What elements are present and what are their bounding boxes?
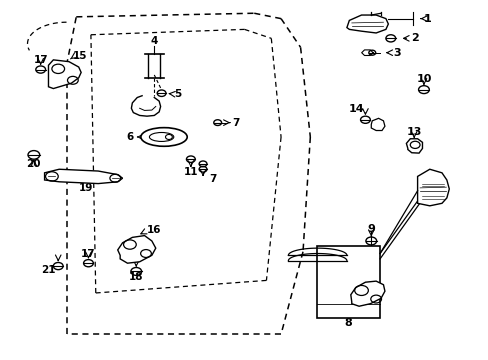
Text: 10: 10 [415,74,431,84]
Text: 21: 21 [41,265,56,275]
Text: 9: 9 [366,225,374,234]
Bar [316,246,379,318]
Text: 18: 18 [129,272,143,282]
Text: 16: 16 [147,225,161,235]
Text: 12: 12 [360,307,376,316]
Text: 14: 14 [348,104,364,114]
Polygon shape [350,281,384,306]
Text: 7: 7 [209,174,216,184]
Text: 17: 17 [33,55,48,65]
Text: 4: 4 [150,36,158,46]
Text: 5: 5 [174,89,181,99]
Text: 3: 3 [392,48,400,58]
Polygon shape [370,118,384,131]
Text: 19: 19 [79,183,93,193]
Text: 11: 11 [183,167,198,177]
Text: 15: 15 [72,50,87,60]
Text: 13: 13 [406,127,421,137]
Polygon shape [44,169,122,184]
Text: 7: 7 [232,118,239,128]
Polygon shape [346,15,387,33]
Text: 6: 6 [126,132,133,142]
Text: 1: 1 [423,14,430,24]
Text: 8: 8 [344,319,351,328]
Text: 20: 20 [26,159,41,169]
Polygon shape [406,139,422,153]
Text: 17: 17 [81,249,96,259]
Polygon shape [417,169,448,206]
Ellipse shape [149,132,173,141]
Ellipse shape [141,128,187,146]
Polygon shape [118,235,156,263]
Text: 2: 2 [410,33,418,43]
Polygon shape [48,60,81,89]
